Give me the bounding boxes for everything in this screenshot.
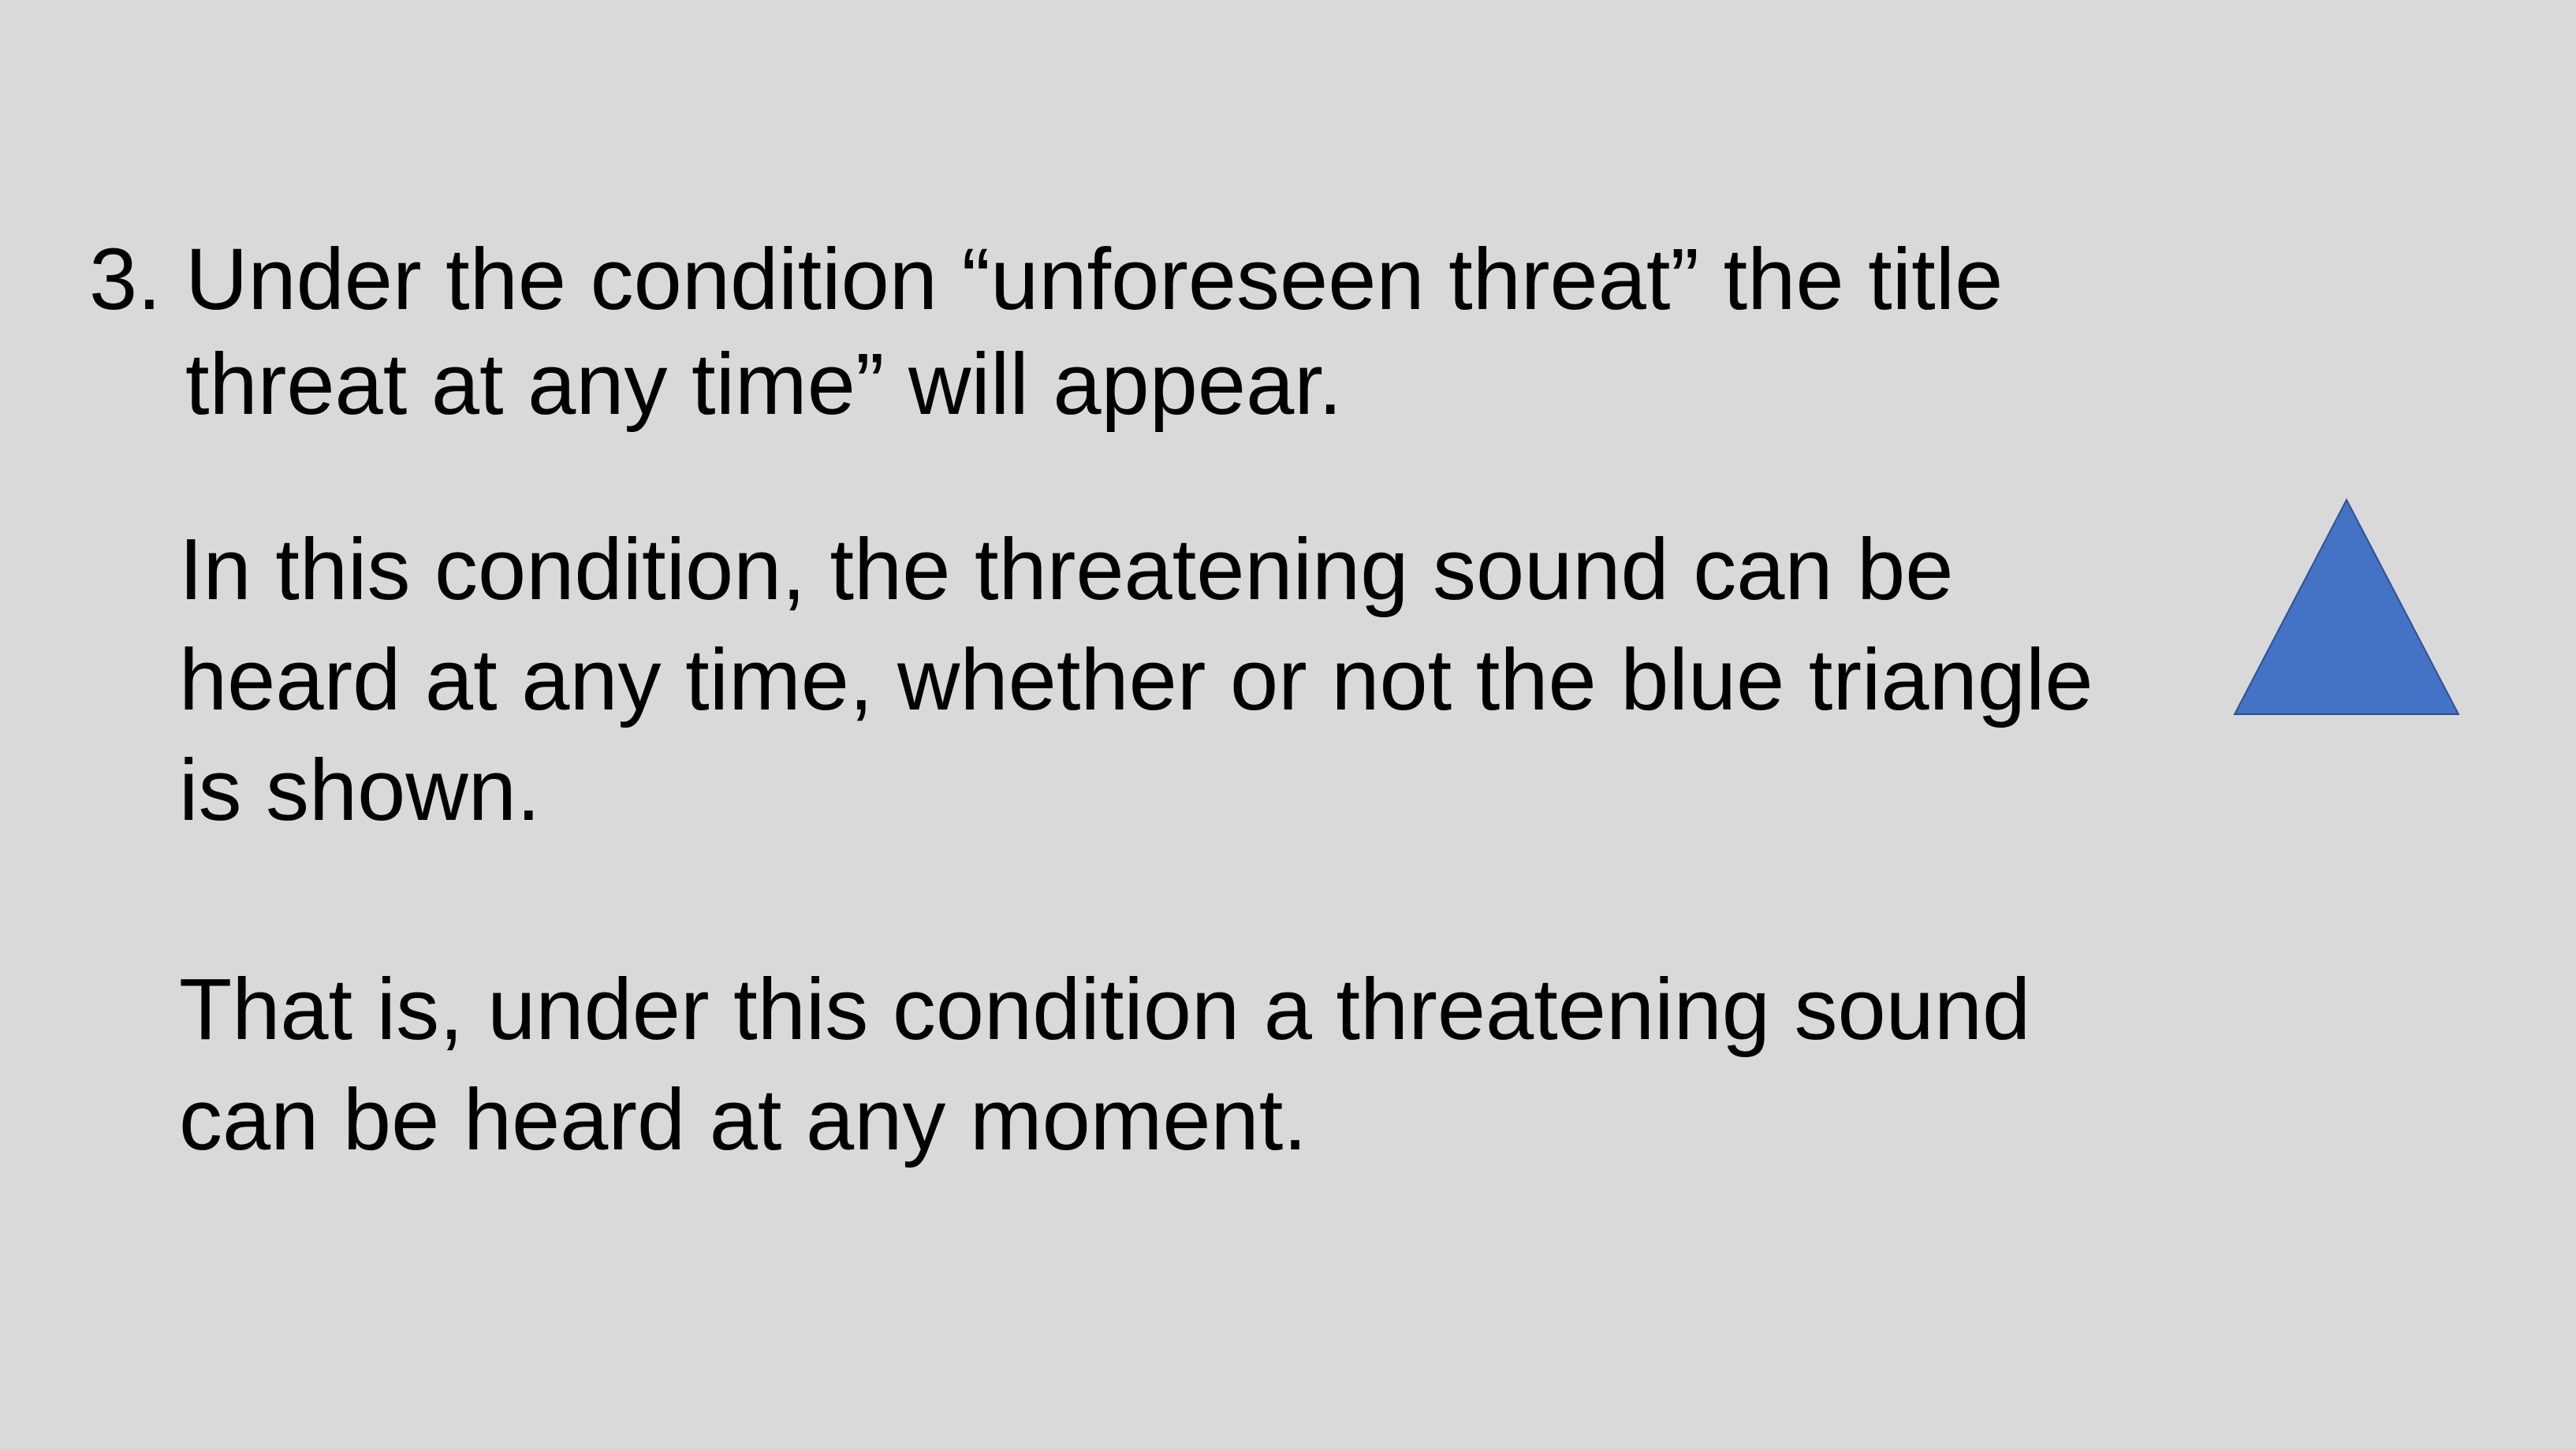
paragraph-2-line-1: That is, under this condition a threaten… [179, 961, 2031, 1058]
heading-number: 3. [89, 231, 162, 328]
paragraph-1-line-3: is shown. [179, 742, 541, 839]
heading-line-1: Under the condition “unforeseen threat” … [185, 231, 2004, 328]
paragraph-1-line-2: heard at any time, whether or not the bl… [179, 631, 2093, 728]
heading-line-2: threat at any time” will appear. [185, 336, 1343, 433]
triangle-icon [2233, 497, 2460, 715]
paragraph-2-line-2: can be heard at any moment. [179, 1071, 1307, 1168]
triangle-shape [2233, 497, 2460, 715]
paragraph-1-line-1: In this condition, the threatening sound… [179, 521, 1954, 618]
